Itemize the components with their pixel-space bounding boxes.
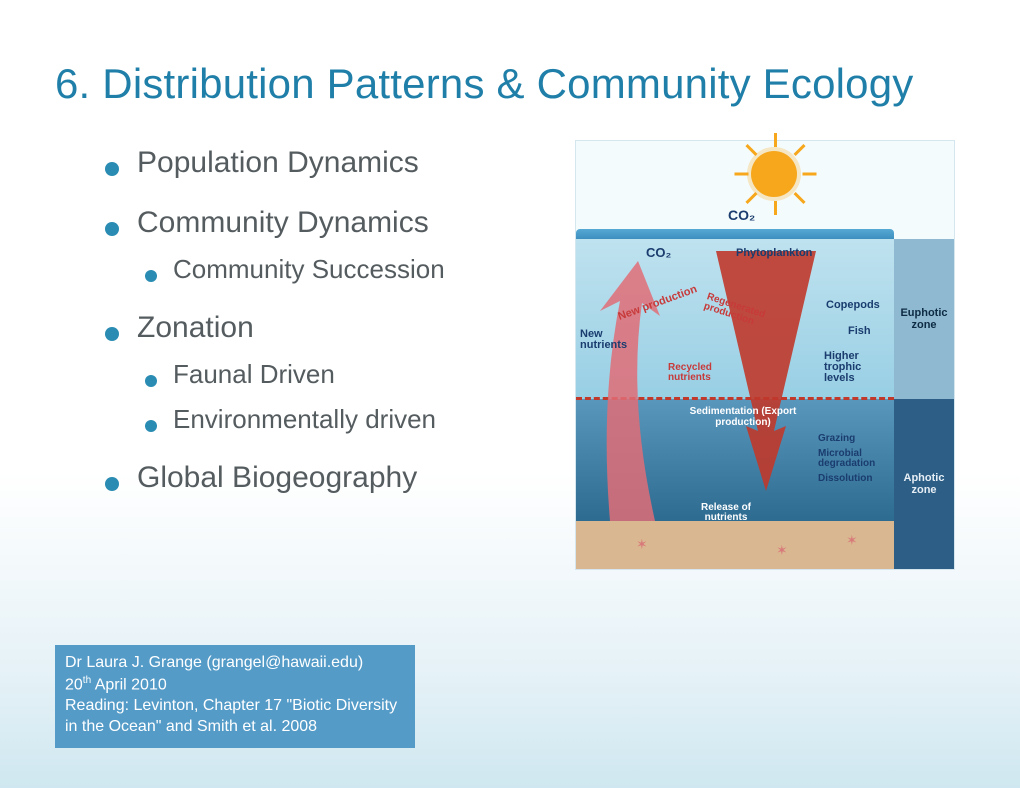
zone-label: Aphotic zone	[894, 472, 954, 496]
bullet-text: Community Dynamics	[137, 206, 429, 240]
diagram-label: Higher trophic levels	[824, 351, 894, 384]
subbullet-item: Environmentally driven	[145, 404, 575, 435]
bullet-dot-icon	[105, 162, 119, 176]
diagram-label: Release of nutrients	[696, 503, 756, 523]
bullet-dot-icon	[105, 327, 119, 341]
bullet-dot-icon	[145, 270, 157, 282]
bullet-dot-icon	[105, 477, 119, 491]
subbullet-text: Environmentally driven	[173, 404, 436, 435]
diagram-label: Sedimentation (Export production)	[688, 407, 798, 428]
export-funnel-icon	[716, 251, 816, 491]
subbullet-item: Community Succession	[145, 254, 575, 285]
bullet-text: Population Dynamics	[137, 146, 419, 180]
ocean-diagram: ✶ ✶ ✶ Euphotic zone Aphotic	[575, 140, 955, 570]
content-row: Population Dynamics Community Dynamics C…	[55, 146, 965, 570]
bullet-item: Zonation	[105, 311, 575, 345]
subbullet-text: Faunal Driven	[173, 359, 335, 390]
zone-bar-aphotic: Aphotic zone	[894, 399, 954, 569]
credit-line: 20th April 2010	[65, 674, 405, 696]
credit-line: Dr Laura J. Grange (grangel@hawaii.edu)	[65, 653, 405, 674]
bullet-item: Population Dynamics	[105, 146, 575, 180]
slide-title: 6. Distribution Patterns & Community Eco…	[55, 60, 965, 108]
diagram-label: Microbial degradation	[818, 449, 888, 469]
bullet-dot-icon	[145, 420, 157, 432]
bullet-list: Population Dynamics Community Dynamics C…	[55, 146, 575, 570]
zone-bar: Euphotic zone Aphotic zone	[894, 239, 954, 569]
zone-label: Euphotic zone	[894, 307, 954, 331]
slide: 6. Distribution Patterns & Community Eco…	[0, 0, 1020, 788]
diagram-label: Copepods	[826, 299, 880, 311]
bullet-item: Community Dynamics	[105, 206, 575, 240]
diagram-label: CO₂	[646, 245, 671, 260]
credit-box: Dr Laura J. Grange (grangel@hawaii.edu) …	[55, 645, 415, 748]
sun-icon	[751, 151, 797, 197]
diagram-label: Grazing	[818, 433, 855, 444]
zone-bar-euphotic: Euphotic zone	[894, 239, 954, 399]
diagram-wave	[576, 229, 894, 239]
seafloor: ✶ ✶ ✶	[576, 521, 894, 569]
diagram-label: New nutrients	[580, 329, 624, 351]
bullet-dot-icon	[145, 375, 157, 387]
diagram-label: Fish	[848, 325, 871, 337]
bullet-item: Global Biogeography	[105, 461, 575, 495]
diagram-label: CO₂	[728, 207, 755, 223]
bullet-text: Global Biogeography	[137, 461, 417, 495]
credit-line: Reading: Levinton, Chapter 17 "Biotic Di…	[65, 696, 405, 738]
subbullet-item: Faunal Driven	[145, 359, 575, 390]
subbullet-text: Community Succession	[173, 254, 445, 285]
bullet-text: Zonation	[137, 311, 254, 345]
diagram-label: Recycled nutrients	[668, 363, 718, 383]
diagram-label: Dissolution	[818, 473, 872, 484]
diagram-label: Phytoplankton	[736, 247, 812, 259]
bullet-dot-icon	[105, 222, 119, 236]
